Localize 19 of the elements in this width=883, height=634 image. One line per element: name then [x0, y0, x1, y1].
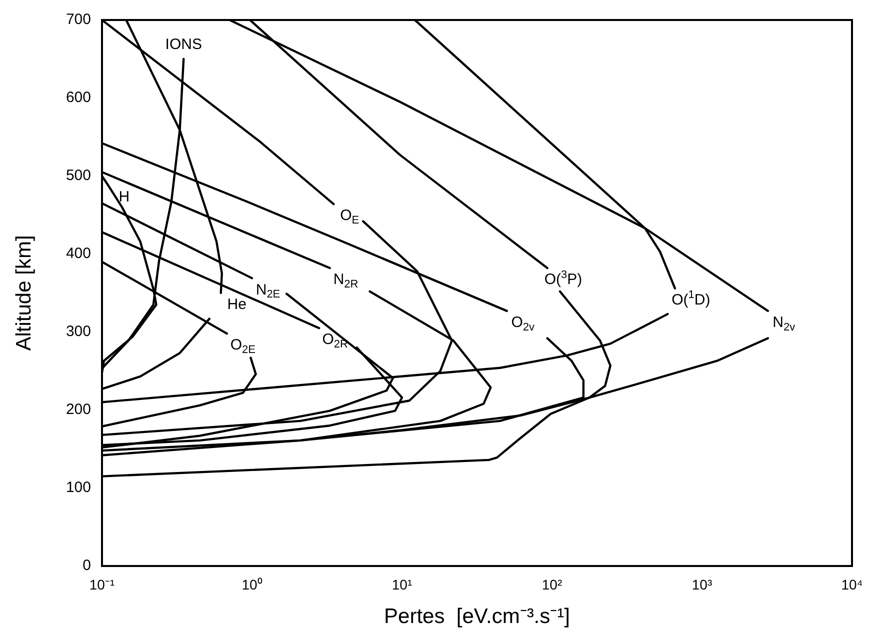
y-tick-label: 200 [66, 401, 91, 418]
x-tick-label: 10² [542, 576, 562, 592]
y-tick-label: 100 [66, 479, 91, 496]
x-tick-label: 10¹ [392, 576, 412, 592]
y-tick-label: 0 [82, 557, 91, 574]
x-tick-label: 10⁴ [841, 576, 863, 592]
x-tick-label: 10³ [692, 576, 712, 592]
y-axis-title: Altitude [km] [12, 235, 36, 351]
annotation: He [227, 296, 246, 314]
y-tick-label: 300 [66, 323, 91, 340]
y-tick-label: 600 [66, 89, 91, 106]
x-tick-label: 10⁻¹ [89, 576, 115, 592]
y-tick-label: 500 [66, 167, 91, 184]
y-tick-label: 400 [66, 245, 91, 262]
y-tick-label: 700 [66, 11, 91, 28]
annotation: H [118, 188, 130, 206]
annotation: IONS [165, 36, 202, 54]
x-tick-label: 10⁰ [242, 576, 262, 592]
x-axis-title: Pertes [eV.cm⁻³.s⁻¹] [384, 605, 570, 628]
